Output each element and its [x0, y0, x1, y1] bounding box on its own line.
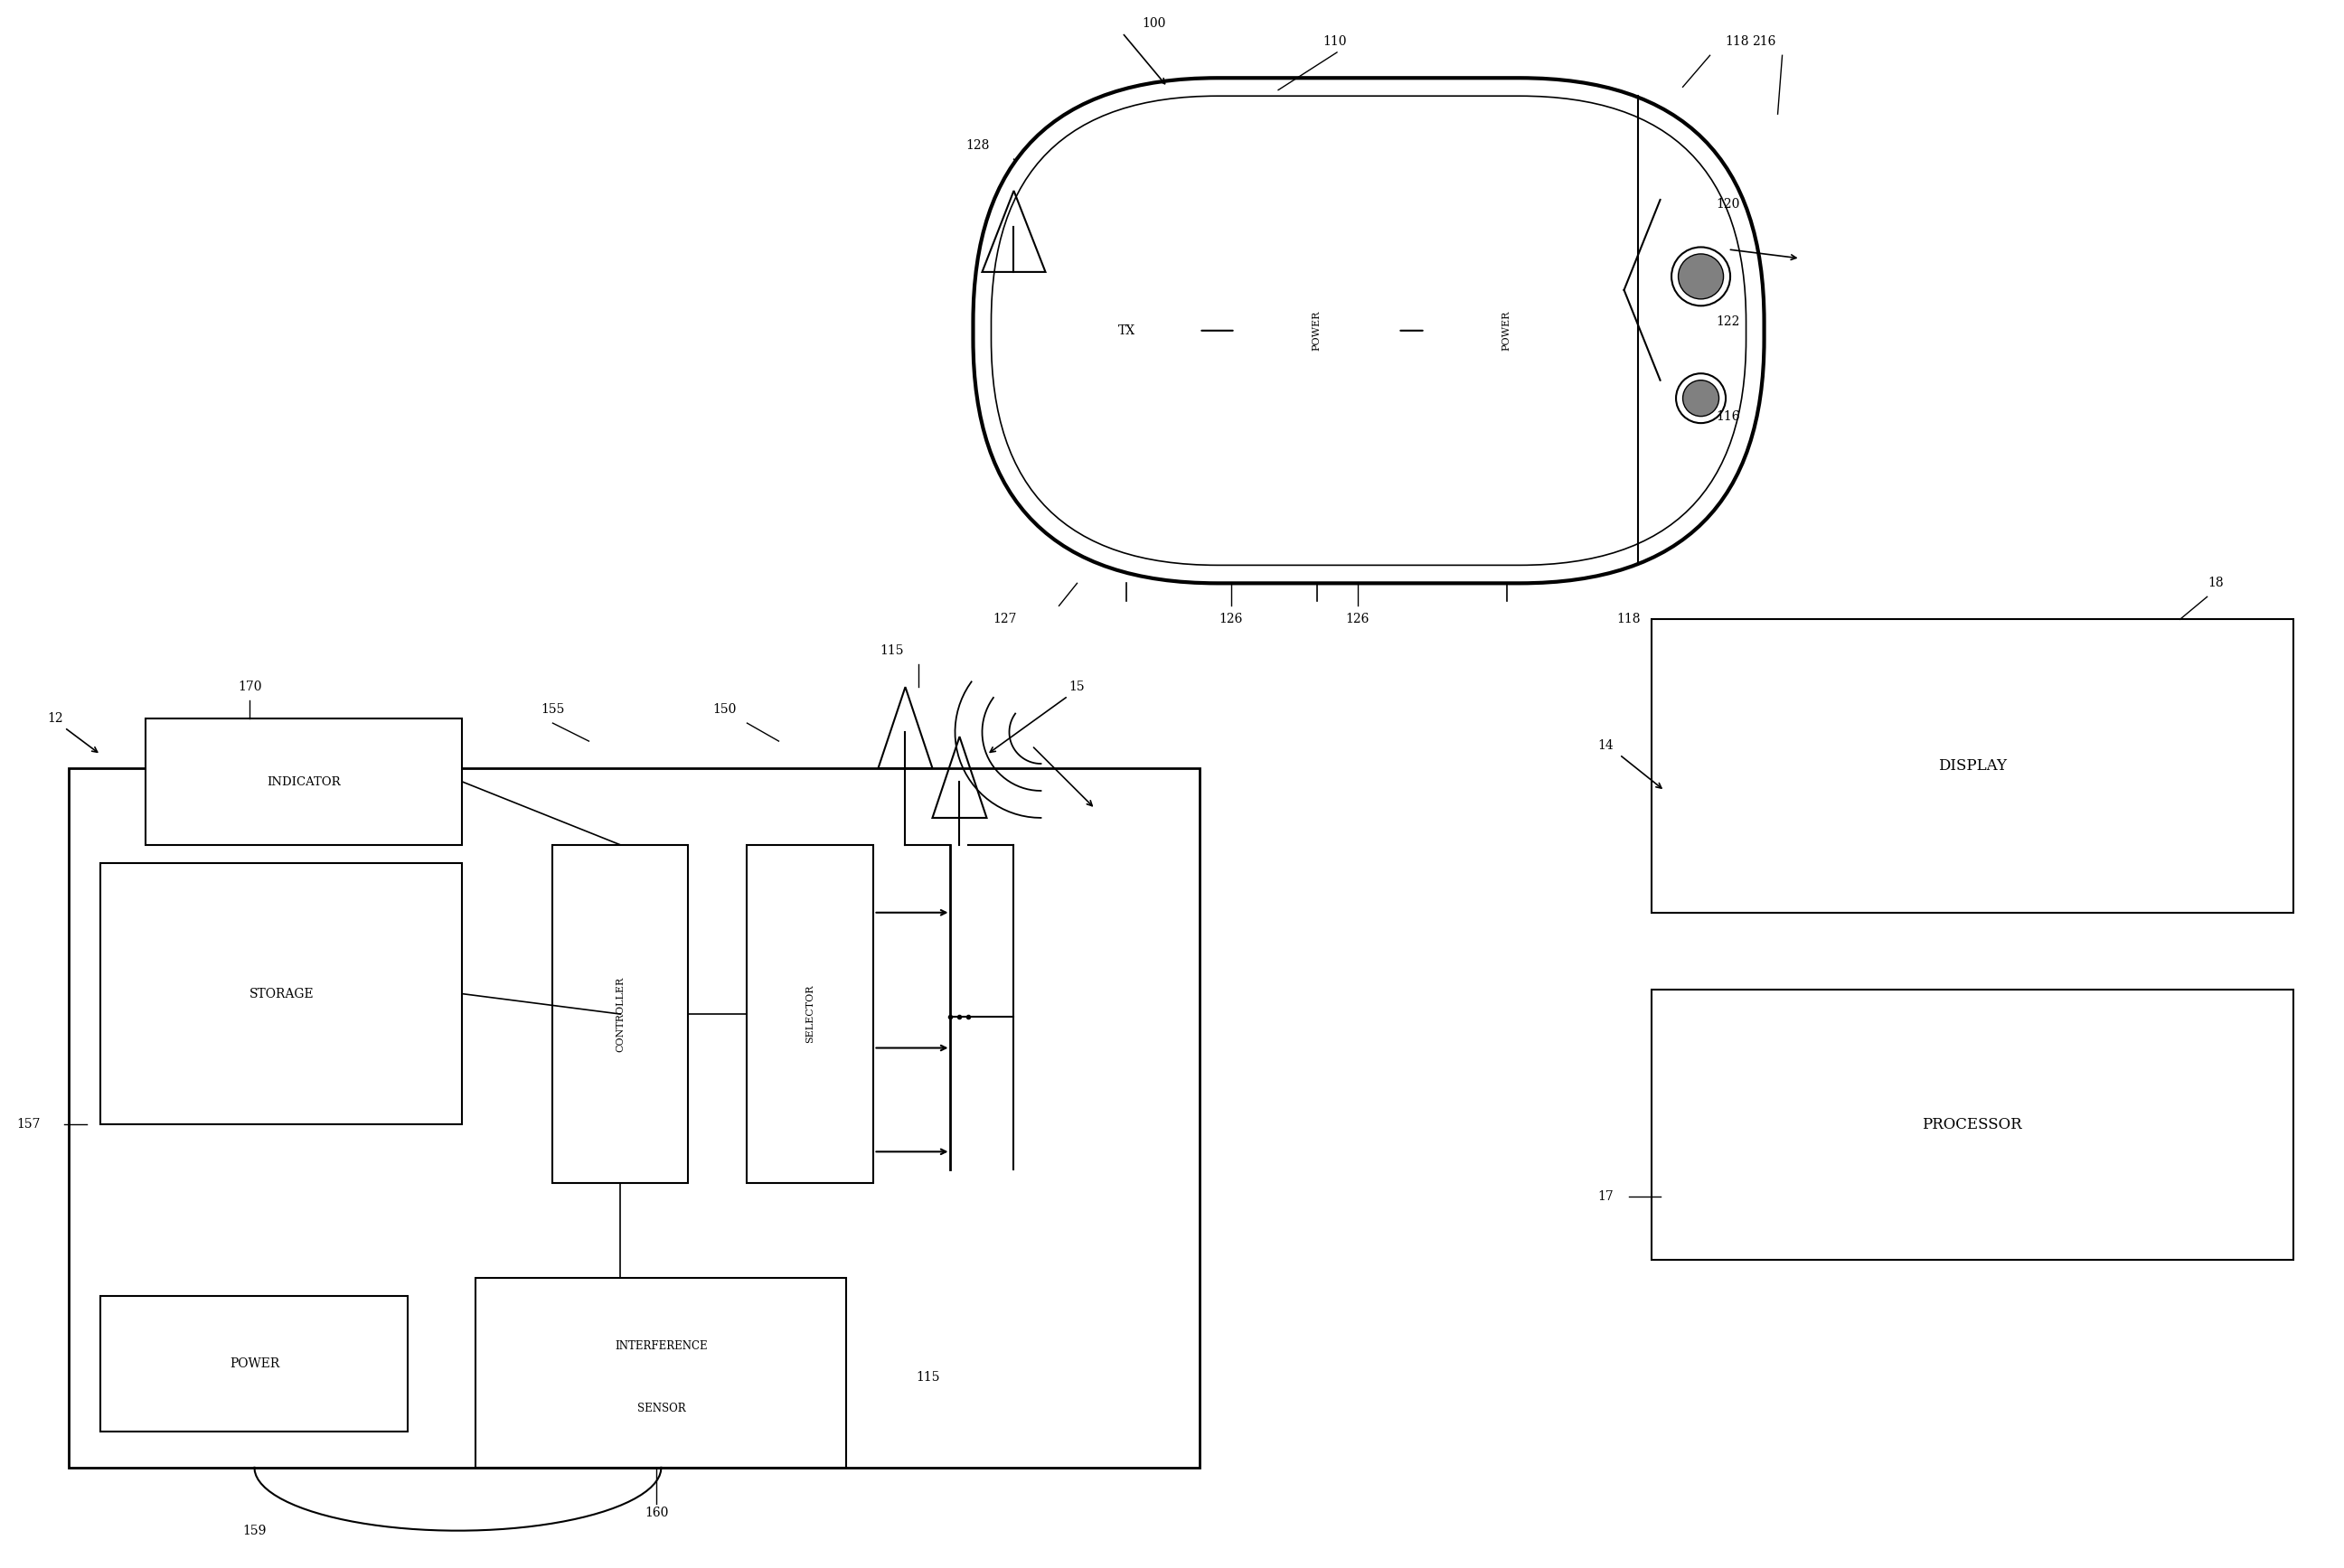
FancyBboxPatch shape [101, 862, 462, 1124]
Text: INTERFERENCE: INTERFERENCE [614, 1339, 708, 1352]
Text: 127: 127 [994, 613, 1017, 626]
Circle shape [1678, 254, 1723, 299]
Text: 118: 118 [1617, 613, 1641, 626]
Text: 115: 115 [879, 644, 905, 657]
Text: 17: 17 [1599, 1190, 1615, 1203]
FancyBboxPatch shape [748, 845, 874, 1184]
Text: 155: 155 [541, 702, 565, 717]
FancyBboxPatch shape [1650, 989, 2292, 1261]
Text: 157: 157 [16, 1118, 40, 1131]
FancyBboxPatch shape [101, 1297, 408, 1432]
Text: 110: 110 [1322, 36, 1348, 49]
Text: POWER: POWER [1503, 310, 1512, 351]
Text: 12: 12 [47, 712, 63, 724]
Text: 120: 120 [1716, 198, 1739, 210]
Text: POWER: POWER [1313, 310, 1322, 351]
FancyBboxPatch shape [68, 768, 1200, 1468]
FancyBboxPatch shape [1425, 177, 1587, 485]
Text: PROCESSOR: PROCESSOR [1922, 1116, 2023, 1132]
FancyBboxPatch shape [145, 718, 462, 845]
FancyBboxPatch shape [992, 96, 1746, 564]
Text: 126: 126 [1219, 613, 1242, 626]
Text: STORAGE: STORAGE [248, 988, 314, 1000]
Text: POWER: POWER [230, 1358, 279, 1370]
FancyBboxPatch shape [973, 78, 1765, 583]
Text: DISPLAY: DISPLAY [1938, 759, 2006, 773]
Text: 160: 160 [645, 1507, 668, 1519]
FancyBboxPatch shape [1055, 191, 1200, 470]
Text: 159: 159 [241, 1524, 267, 1537]
Text: SENSOR: SENSOR [638, 1403, 684, 1414]
FancyBboxPatch shape [1235, 177, 1397, 485]
Text: 170: 170 [237, 681, 263, 693]
Text: CONTROLLER: CONTROLLER [616, 977, 626, 1052]
Text: 14: 14 [1599, 740, 1615, 753]
Text: TX: TX [1118, 325, 1134, 337]
Text: 18: 18 [2208, 577, 2224, 590]
Text: 15: 15 [1069, 681, 1085, 693]
Circle shape [1683, 379, 1718, 417]
Text: 116: 116 [1716, 409, 1739, 423]
Text: 150: 150 [713, 702, 736, 717]
Text: SELECTOR: SELECTOR [806, 985, 816, 1043]
FancyBboxPatch shape [553, 845, 689, 1184]
Text: 126: 126 [1345, 613, 1369, 626]
FancyBboxPatch shape [476, 1278, 846, 1468]
FancyBboxPatch shape [1650, 619, 2292, 913]
Text: INDICATOR: INDICATOR [267, 776, 340, 787]
Text: 115: 115 [917, 1370, 940, 1383]
Text: 128: 128 [966, 140, 989, 152]
Text: 118: 118 [1725, 36, 1749, 49]
Text: 216: 216 [1753, 36, 1777, 49]
Text: 100: 100 [1142, 17, 1165, 30]
Text: 122: 122 [1716, 315, 1739, 328]
